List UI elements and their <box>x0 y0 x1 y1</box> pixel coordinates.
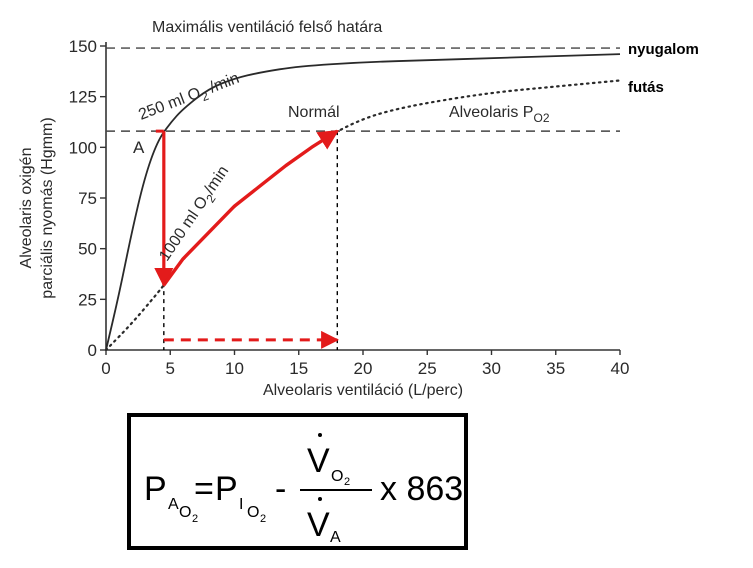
chart-title: Maximális ventiláció felső határa <box>152 19 382 36</box>
formula-sub-a: A <box>168 496 179 513</box>
x-tick-label-8: 40 <box>611 359 630 378</box>
y-tick-label-2: 50 <box>78 240 97 259</box>
x-tick-label-2: 10 <box>225 359 244 378</box>
series-label-futas: 1000 ml O2/min <box>156 163 235 267</box>
formula-sub-o: O <box>179 504 192 521</box>
series-line-futás <box>104 79 622 352</box>
x-tick-label-1: 5 <box>166 359 175 378</box>
formula-p-a: P <box>144 470 167 508</box>
x-tick-label-4: 20 <box>354 359 373 378</box>
series-label-nyugalom: 250 ml O2 /min <box>136 70 243 128</box>
formula-num-sub-o: O <box>331 468 344 485</box>
series-label-futas-unit: /min <box>201 163 232 198</box>
chart: 0 5 10 15 20 25 30 35 40 0 25 50 75 100 125 150 Alveolar… <box>18 19 629 399</box>
formula-v-a: V <box>307 506 330 544</box>
x-tick-label-3: 15 <box>289 359 308 378</box>
series-line-nyugalom <box>105 53 621 351</box>
formula-times-863: x 863 <box>380 470 464 508</box>
series-label-nyugalom-sub: 2 <box>199 89 211 105</box>
labels: Maximális ventiláció felső határa 250 ml … <box>133 19 550 266</box>
y-tick-label-1: 25 <box>78 290 97 309</box>
formula-dot-top <box>318 433 322 437</box>
x-tick-label-6: 30 <box>482 359 501 378</box>
legend-futas: futás <box>628 79 664 96</box>
y-axis-label-line-1: Alveolaris oxigén <box>18 148 35 269</box>
highlight-curve-arrow <box>162 129 340 287</box>
y-tick-label-5: 125 <box>69 88 97 107</box>
formula-num-sub-2: 2 <box>344 476 351 488</box>
formula-sub-2a: 2 <box>192 513 199 525</box>
formula-v-o2: V <box>307 442 330 480</box>
x-tick-label-0: 0 <box>101 359 110 378</box>
axes: 0 5 10 15 20 25 30 35 40 0 25 50 75 100 125 150 Alveolar… <box>18 37 629 399</box>
formula-equals: = <box>194 470 214 508</box>
formula-box: P A O 2 = P I O 2 - V O 2 V A x 863 <box>127 413 468 550</box>
formula-fraction-line <box>300 489 372 491</box>
annotation-point-a: A <box>133 138 145 157</box>
formula-minus: - <box>275 470 287 508</box>
highlights <box>154 129 340 350</box>
y-axis-label-line-2: parciális nyomás (Hgmm) <box>39 117 56 298</box>
formula-sub-o2: O <box>247 504 260 521</box>
formula-dot-bottom <box>318 497 322 501</box>
legend-nyugalom: nyugalom <box>628 41 699 58</box>
formula-sub-2b: 2 <box>260 513 267 525</box>
x-tick-label-7: 35 <box>546 359 565 378</box>
formula-den-sub-a: A <box>330 529 341 546</box>
annotation-alveolar-po2: Alveolaris PO2 <box>449 104 550 125</box>
annotation-normal: Normál <box>288 104 340 121</box>
reference-lines <box>106 47 620 132</box>
formula-p-i: P <box>215 470 238 508</box>
y-axis-label: Alveolaris oxigén parciális nyomás (Hgmm) <box>18 117 56 298</box>
x-axis-label: Alveolaris ventiláció (L/perc) <box>263 382 463 399</box>
series-label-nyugalom-unit: /min <box>203 70 241 98</box>
y-tick-label-6: 150 <box>69 37 97 56</box>
formula-sub-i: I <box>239 496 244 513</box>
y-tick-label-0: 0 <box>88 341 97 360</box>
annotation-alveolar-po2-sub: O2 <box>533 111 549 125</box>
x-tick-label-5: 25 <box>418 359 437 378</box>
y-tick-label-3: 75 <box>78 189 97 208</box>
y-tick-label-4: 100 <box>69 138 97 157</box>
curves <box>104 53 622 352</box>
